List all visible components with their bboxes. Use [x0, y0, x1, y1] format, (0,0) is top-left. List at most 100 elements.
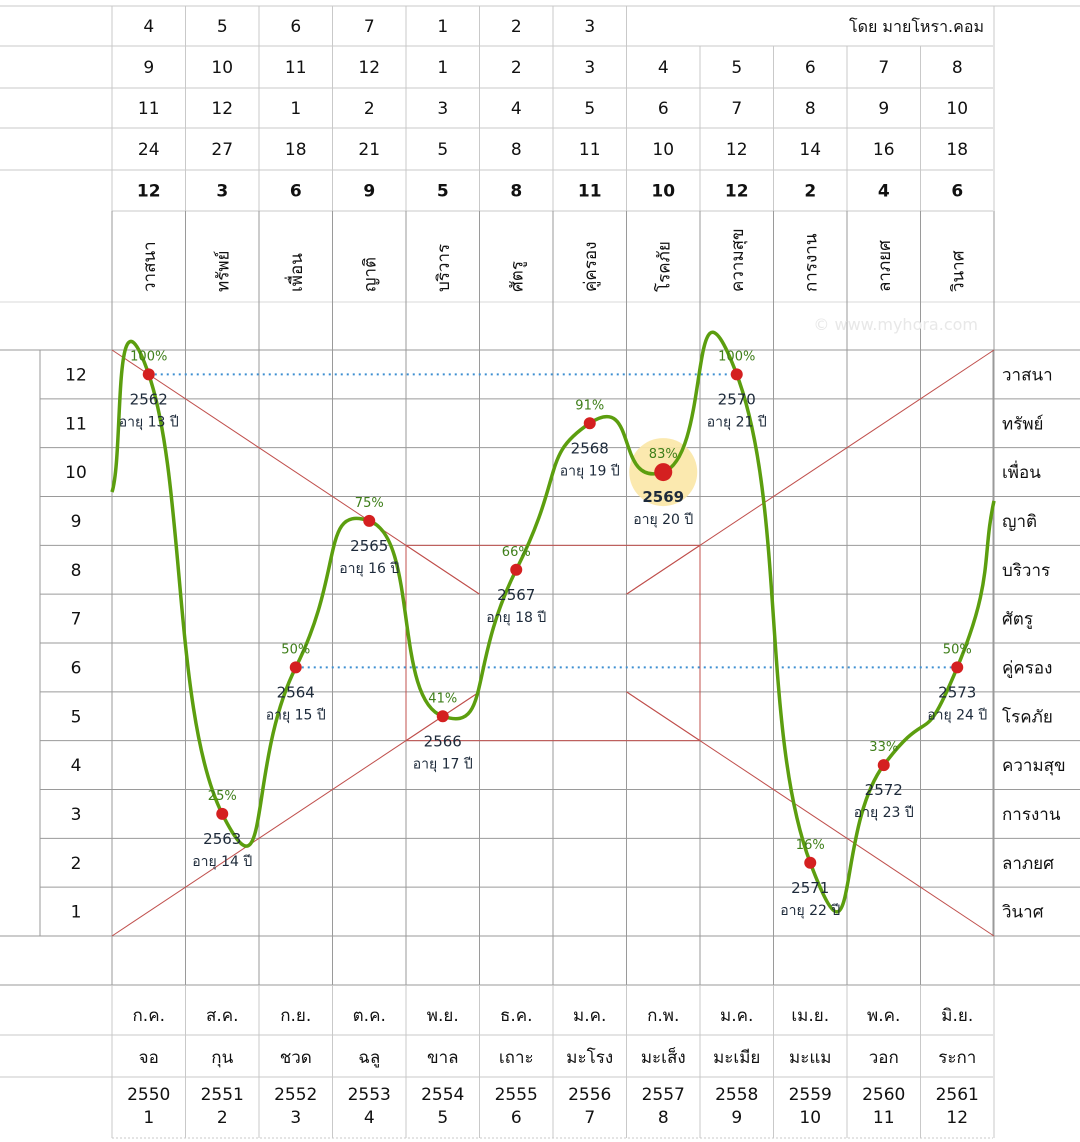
header-cell: 2	[364, 99, 375, 119]
y-axis-tick-label: 12	[65, 365, 87, 385]
header-cell: 6	[805, 58, 816, 78]
age-label: อายุ 23 ปี	[854, 805, 914, 821]
footer-animal: มะเส็ง	[641, 1046, 686, 1068]
header-cell: 3	[584, 17, 595, 37]
year-label: 2563	[203, 830, 241, 848]
year-label: 2569	[642, 488, 684, 506]
footer-animal: มะโรง	[566, 1047, 613, 1068]
footer-year: 2554	[421, 1085, 464, 1105]
footer-year: 2559	[789, 1085, 832, 1105]
footer-animal: จอ	[139, 1048, 159, 1068]
data-point	[510, 563, 523, 576]
header-cell: 6	[290, 17, 301, 37]
footer-index: 4	[364, 1108, 375, 1128]
header-cell: 18	[946, 140, 968, 160]
footer-month: ม.ค.	[720, 1006, 753, 1026]
header-cell: 6	[951, 182, 963, 202]
header-cell: 10	[652, 140, 674, 160]
footer-index: 12	[946, 1108, 968, 1128]
header-cell: 4	[878, 182, 890, 202]
data-point	[951, 661, 964, 674]
age-label: อายุ 21 ปี	[707, 414, 767, 430]
header-cell: 8	[952, 58, 963, 78]
y-axis-tick-label: 4	[71, 756, 82, 776]
right-axis-label: วินาศ	[1002, 903, 1044, 923]
house-name-label: วินาศ	[948, 250, 968, 292]
header-cell: 7	[364, 17, 375, 37]
footer-month: ก.พ.	[647, 1006, 679, 1026]
watermark: © www.myhora.com	[813, 315, 978, 334]
header-cell: 2	[804, 182, 816, 202]
percent-label: 66%	[502, 545, 531, 560]
y-axis-tick-label: 6	[71, 658, 82, 678]
percent-label: 16%	[796, 838, 825, 853]
header-cell: 5	[437, 140, 448, 160]
age-label: อายุ 22 ปี	[780, 903, 840, 919]
footer-year: 2556	[568, 1085, 611, 1105]
house-name-label: ความสุข	[728, 228, 748, 292]
footer-animal: กุน	[211, 1048, 233, 1068]
footer-index: 10	[799, 1108, 821, 1128]
footer-animal: เถาะ	[499, 1048, 534, 1068]
footer-animal: มะแม	[789, 1048, 832, 1068]
header-cell: 4	[511, 99, 522, 119]
year-label: 2573	[938, 683, 976, 701]
house-name-label: ทรัพย์	[213, 250, 233, 292]
header-cell: 11	[285, 58, 307, 78]
footer-year: 2558	[715, 1085, 758, 1105]
footer-animal: ฉลู	[358, 1048, 380, 1068]
footer-month: มิ.ย.	[941, 1006, 973, 1026]
footer-month: ธ.ค.	[500, 1006, 533, 1026]
right-axis-label: วาสนา	[1002, 365, 1053, 385]
percent-label: 83%	[649, 447, 678, 462]
diagonal-line	[626, 691, 701, 742]
right-axis-label: บริวาร	[1002, 561, 1050, 581]
house-name-label: ลาภยศ	[875, 240, 895, 292]
credit-text: โดย มายโหรา.คอม	[849, 17, 984, 36]
header-cell: 5	[584, 99, 595, 119]
footer-month: ส.ค.	[206, 1006, 239, 1026]
age-label: อายุ 17 ปี	[413, 756, 473, 772]
header-cell: 3	[216, 182, 228, 202]
y-axis-tick-label: 8	[71, 561, 82, 581]
right-axis-label: ลาภยศ	[1002, 854, 1054, 874]
header-cell: 8	[511, 140, 522, 160]
age-label: อายุ 16 ปี	[339, 561, 399, 577]
data-point	[804, 856, 817, 869]
header-cell: 8	[510, 182, 522, 202]
data-point	[216, 807, 229, 820]
percent-label: 75%	[355, 496, 384, 511]
header-cell: 5	[731, 58, 742, 78]
year-label: 2571	[791, 879, 829, 897]
footer-month: ก.ย.	[280, 1006, 311, 1026]
year-label: 2564	[277, 683, 315, 701]
header-cell: 12	[211, 99, 233, 119]
y-axis-tick-label: 3	[71, 805, 82, 825]
footer-index: 7	[584, 1108, 595, 1128]
header-cell: 1	[437, 17, 448, 37]
header-cell: 5	[217, 17, 228, 37]
header-cell: 10	[651, 182, 675, 202]
right-axis-label: คู่ครอง	[1002, 658, 1052, 678]
right-axis-label: ศัตรู	[1002, 610, 1033, 630]
header-cell: 3	[584, 58, 595, 78]
header-cell: 7	[731, 99, 742, 119]
year-label: 2567	[497, 586, 535, 604]
header-cell: 21	[358, 140, 380, 160]
footer-index: 9	[731, 1108, 742, 1128]
footer-index: 1	[143, 1108, 154, 1128]
data-point	[142, 368, 155, 381]
year-label: 2572	[865, 781, 903, 799]
header-cell: 9	[143, 58, 154, 78]
header-cell: 16	[873, 140, 895, 160]
header-cell: 6	[290, 182, 302, 202]
header-cell: 4	[143, 17, 154, 37]
age-label: อายุ 18 ปี	[486, 610, 546, 626]
plot-area: 100% 2562 อายุ 13 ปี 25% 2563 อายุ 14 ปี 50% 25…	[110, 330, 996, 937]
y-axis-tick-label: 10	[65, 463, 87, 483]
age-label: อายุ 15 ปี	[266, 707, 326, 723]
header-cell: 4	[658, 58, 669, 78]
header-cell: 3	[437, 99, 448, 119]
